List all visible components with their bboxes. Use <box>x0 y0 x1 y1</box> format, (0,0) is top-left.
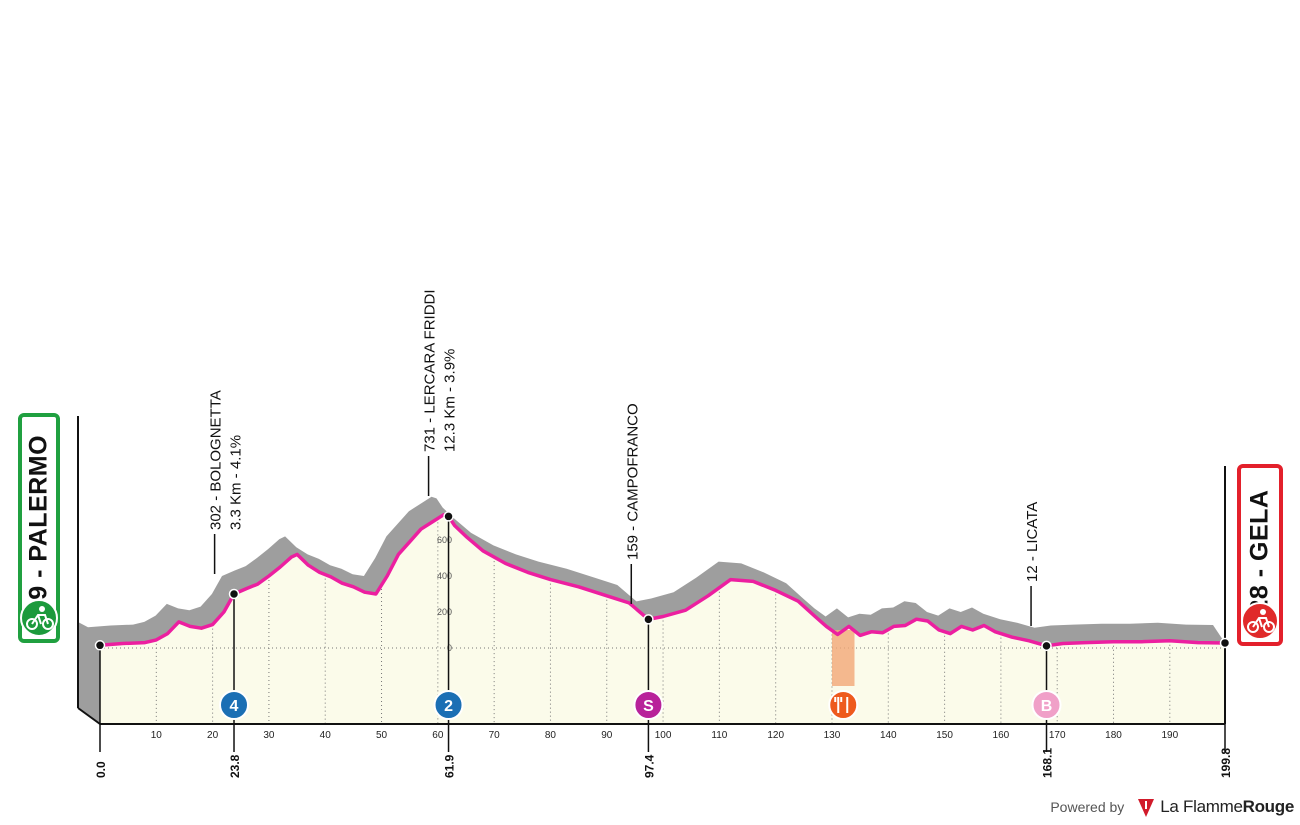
fork-knife-icon <box>834 697 849 713</box>
start-label: 29 - PALERMO <box>24 434 53 615</box>
point-km-label: 23.8 <box>228 754 242 778</box>
point-dot <box>1219 637 1231 649</box>
x-tick-label: 190 <box>1161 730 1178 741</box>
point-dot <box>94 640 106 651</box>
x-tick-label: 170 <box>1049 730 1066 741</box>
annotation-label: 159 - CAMPOFRANCO <box>624 403 641 560</box>
finish-label: 28 - GELA <box>1245 489 1274 614</box>
x-tick-label: 50 <box>376 730 388 741</box>
point-marker <box>828 690 859 720</box>
climb-annotations: 302 - BOLOGNETTA 3.3 Km - 4.1% 731 - LERCA… <box>208 289 1041 626</box>
point-dot <box>228 588 240 600</box>
powered-by: Powered by La FlammeRouge <box>1050 797 1294 817</box>
brand-name-b: Rouge <box>1242 797 1295 816</box>
x-tick-label: 40 <box>320 730 332 741</box>
x-axis: 10 20 30 40 50 60 70 80 90 100 110 120 130 140 150 160 1… <box>100 723 1225 741</box>
feed-zone-band <box>831 630 855 686</box>
annotation-label: 302 - BOLOGNETTA <box>208 390 225 530</box>
point-marker <box>433 690 464 720</box>
terrain-shadow <box>78 496 1225 724</box>
bike-icon <box>20 599 58 637</box>
annotation-label: 731 - LERCARA FRIDDI <box>422 289 439 452</box>
point-dot <box>1041 640 1052 652</box>
x-tick-label: 160 <box>993 730 1010 741</box>
brand-name: La FlammeRouge <box>1160 797 1294 817</box>
point-marker-label: 4 <box>230 698 239 715</box>
x-tick-label: 90 <box>601 730 613 741</box>
point-marker <box>219 690 250 720</box>
x-tick-label: 70 <box>489 730 501 741</box>
bike-icon <box>1241 602 1279 640</box>
annotation-label: 3.3 Km - 4.1% <box>228 435 245 530</box>
x-tick-label: 150 <box>936 730 953 741</box>
x-tick-label: 10 <box>151 730 163 741</box>
route-points: 0.0 4 23.8 2 61.9 S 97.4 B 168.1 199.8 <box>94 511 1233 778</box>
x-tick-label: 80 <box>545 730 557 741</box>
elevation-polyline <box>99 513 1226 648</box>
point-marker <box>633 690 664 720</box>
start-bevel-line <box>77 707 101 725</box>
x-tick-label: 140 <box>880 730 897 741</box>
terrain-shape <box>78 496 1225 724</box>
point-dot <box>443 511 454 522</box>
elevation-line <box>99 513 1226 648</box>
point-km-label: 97.4 <box>642 754 656 778</box>
feed-zone-rect <box>831 630 855 686</box>
point-km-label: 168.1 <box>1041 748 1055 778</box>
elevation-area-shape <box>100 514 1225 724</box>
point-marker <box>1031 690 1062 720</box>
y-tick-label: 200 <box>437 607 452 617</box>
x-tick-label: 100 <box>655 730 672 741</box>
point-km-label: 61.9 <box>443 754 457 778</box>
y-tick-labels: 0 200 400 600 <box>437 535 452 653</box>
x-tick-label: 30 <box>263 730 275 741</box>
x-tick-label: 180 <box>1105 730 1122 741</box>
point-marker-label: S <box>643 698 654 715</box>
powered-by-label: Powered by <box>1050 799 1125 815</box>
brand-name-a: La Flamme <box>1160 797 1243 816</box>
x-tick-label: 20 <box>207 730 219 741</box>
x-tick-label: 60 <box>432 730 444 741</box>
point-marker-label: B <box>1041 698 1053 715</box>
y-tick-label: 600 <box>437 535 452 545</box>
flame-logo-icon <box>1138 799 1155 817</box>
y-tick-label: 0 <box>447 643 452 653</box>
y-tick-label: 400 <box>437 571 452 581</box>
x-tick-label: 130 <box>824 730 841 741</box>
x-tick-label: 120 <box>767 730 784 741</box>
finish-badge: 28 - GELA <box>1237 464 1283 646</box>
point-km-label: 0.0 <box>94 761 108 778</box>
point-km-label: 199.8 <box>1219 748 1233 778</box>
start-badge: 29 - PALERMO <box>18 413 60 643</box>
point-marker-label: 2 <box>444 698 453 715</box>
annotation-label: 12 - LICATA <box>1024 502 1041 582</box>
annotation-label: 12.3 Km - 3.9% <box>442 349 459 452</box>
x-tick-label: 110 <box>711 730 727 741</box>
point-dot <box>643 614 654 625</box>
